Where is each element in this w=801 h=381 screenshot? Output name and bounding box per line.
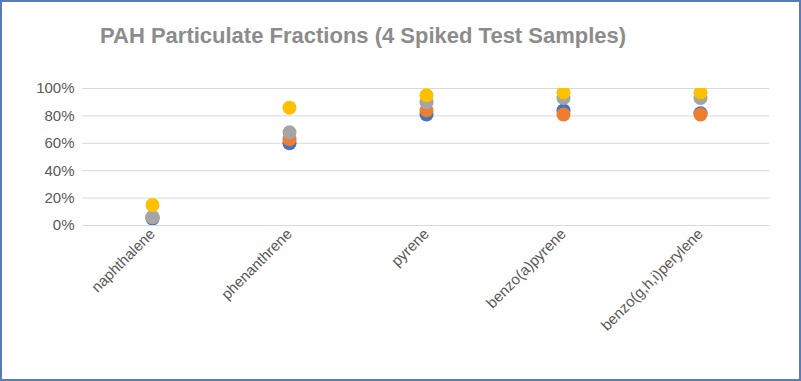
svg-text:benzo(a)pyrene: benzo(a)pyrene [483,225,569,311]
svg-text:pyrene: pyrene [388,225,432,269]
svg-text:phenanthrene: phenanthrene [218,225,295,302]
svg-text:20%: 20% [44,189,74,206]
svg-text:0%: 0% [53,216,75,233]
svg-text:60%: 60% [44,134,74,151]
svg-text:40%: 40% [44,162,74,179]
svg-text:benzo(g,h,i)perylene: benzo(g,h,i)perylene [597,225,706,334]
svg-text:80%: 80% [44,107,74,124]
html-text:PAH Particulate Fractions (4 S: PAH Particulate Fractions (4 Spiked Test… [100,23,627,48]
svg-text:100%: 100% [36,79,74,96]
svg-text:naphthalene: naphthalene [88,225,158,295]
